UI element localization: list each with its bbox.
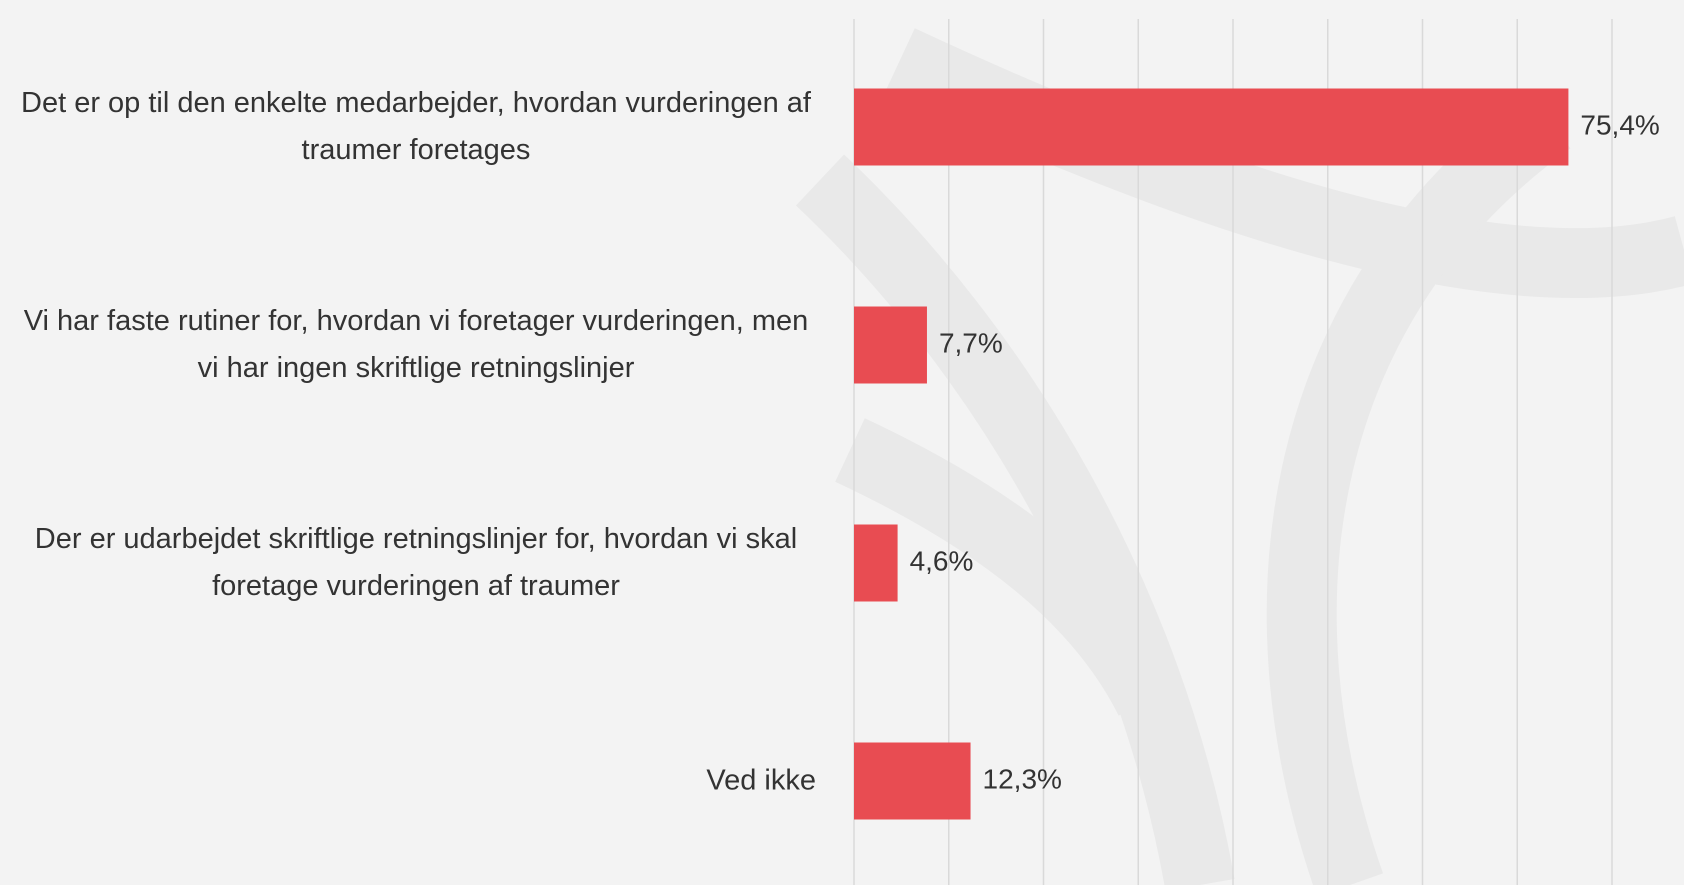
bar <box>854 89 1568 166</box>
category-label-box: Vi har faste rutiner for, hvordan vi for… <box>16 298 816 392</box>
category-label: Det er op til den enkelte medarbejder, h… <box>16 80 816 174</box>
value-label: 75,4% <box>1580 109 1659 140</box>
category-label-box: Ved ikke <box>706 758 816 805</box>
bar <box>854 525 898 602</box>
bar <box>854 743 971 820</box>
category-label-box: Der er udarbejdet skriftlige retningslin… <box>16 516 816 610</box>
bar <box>854 307 927 384</box>
category-label-box: Det er op til den enkelte medarbejder, h… <box>16 80 816 174</box>
category-label: Ved ikke <box>706 758 816 805</box>
value-label: 7,7% <box>939 327 1003 358</box>
page: 75,4% 7,7% 4,6% 12,3% Det er op til den enk… <box>0 0 1684 885</box>
category-label: Der er udarbejdet skriftlige retningslin… <box>16 516 816 610</box>
value-label: 4,6% <box>910 545 974 576</box>
category-label: Vi har faste rutiner for, hvordan vi for… <box>16 298 816 392</box>
value-label: 12,3% <box>983 763 1062 794</box>
